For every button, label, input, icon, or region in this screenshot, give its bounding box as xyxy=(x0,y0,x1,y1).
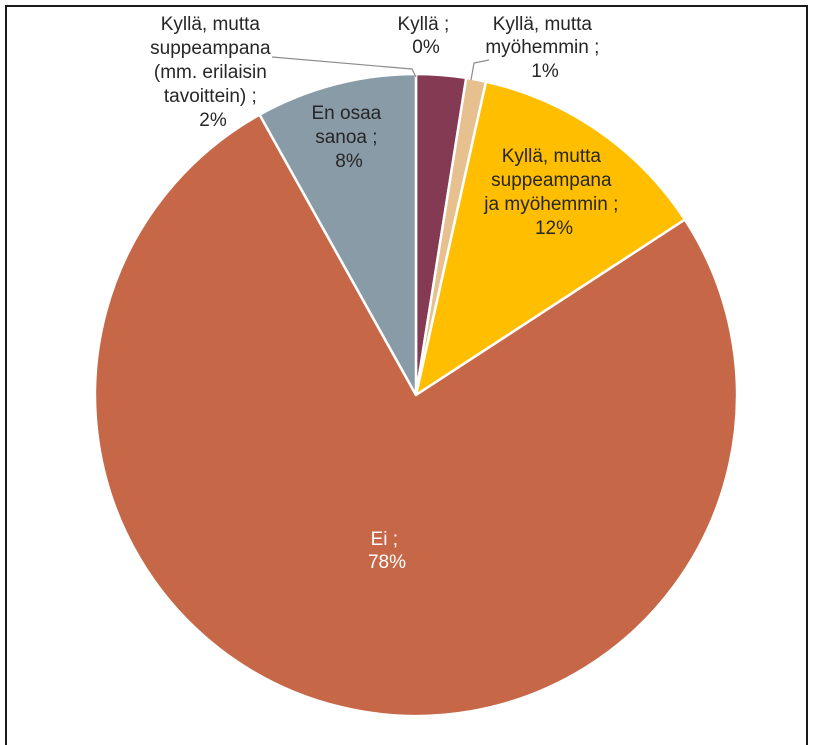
slice-label-kylla: Kyllä ; 0% xyxy=(397,14,454,58)
pie-slice-en-osaa-sanoa xyxy=(258,72,418,397)
slice-label-line: sanoa ; xyxy=(315,127,377,148)
slice-label-ei: Ei ; 78% xyxy=(368,529,406,573)
slice-label-line: 78% xyxy=(368,552,406,573)
slice-label-line: Ei ; xyxy=(371,529,398,550)
slice-label-line: 0% xyxy=(412,37,440,58)
slice-label-line: suppeampana xyxy=(150,38,271,59)
slice-label-line: tavoittein) ; xyxy=(164,86,257,107)
slice-label-line: suppeampana xyxy=(491,170,612,191)
leader-line-kylla-mutta-myohemmin xyxy=(470,59,490,81)
slice-label-line: Kyllä ; xyxy=(397,14,449,35)
slice-label-line: En osaa xyxy=(311,103,381,124)
pie-slice-ei xyxy=(93,113,739,718)
pie-slice-kylla-mutta-suppeampana-ja-myohemmin xyxy=(414,80,687,397)
pie-slices xyxy=(93,72,739,718)
slice-labels: Kyllä ; 0% Kyllä, mutta myöhemmin ; 1% K… xyxy=(150,14,623,573)
slice-label-line: 1% xyxy=(531,61,559,82)
slice-label-line: Kyllä, mutta xyxy=(493,14,593,35)
label-leader-lines xyxy=(271,56,490,81)
slice-label-line: ja myöhemmin ; xyxy=(483,194,618,215)
slice-label-line: 2% xyxy=(199,110,227,131)
slice-label-en-osaa-sanoa: En osaa sanoa ; 8% xyxy=(311,103,386,172)
slice-label-kylla-mutta-suppeampana-ja-myohemmin: Kyllä, mutta suppeampana ja myöhemmin ; … xyxy=(483,146,623,239)
slice-label-line: Kyllä, mutta xyxy=(161,14,261,35)
slice-label-line: myöhemmin ; xyxy=(485,37,599,58)
slice-label-kylla-mutta-myohemmin: Kyllä, mutta myöhemmin ; 1% xyxy=(485,14,604,82)
slice-label-line: 8% xyxy=(335,151,363,172)
slice-label-line: Kyllä, mutta xyxy=(502,146,602,167)
slice-label-kylla-mutta-suppeampana-erilaisin: Kyllä, mutta suppeampana (mm. erilaisin … xyxy=(150,14,276,131)
slice-label-line: (mm. erilaisin xyxy=(154,62,267,83)
leader-line-kylla-mutta-suppeampana-erilaisin xyxy=(271,56,417,78)
slice-label-line: 12% xyxy=(535,218,573,239)
